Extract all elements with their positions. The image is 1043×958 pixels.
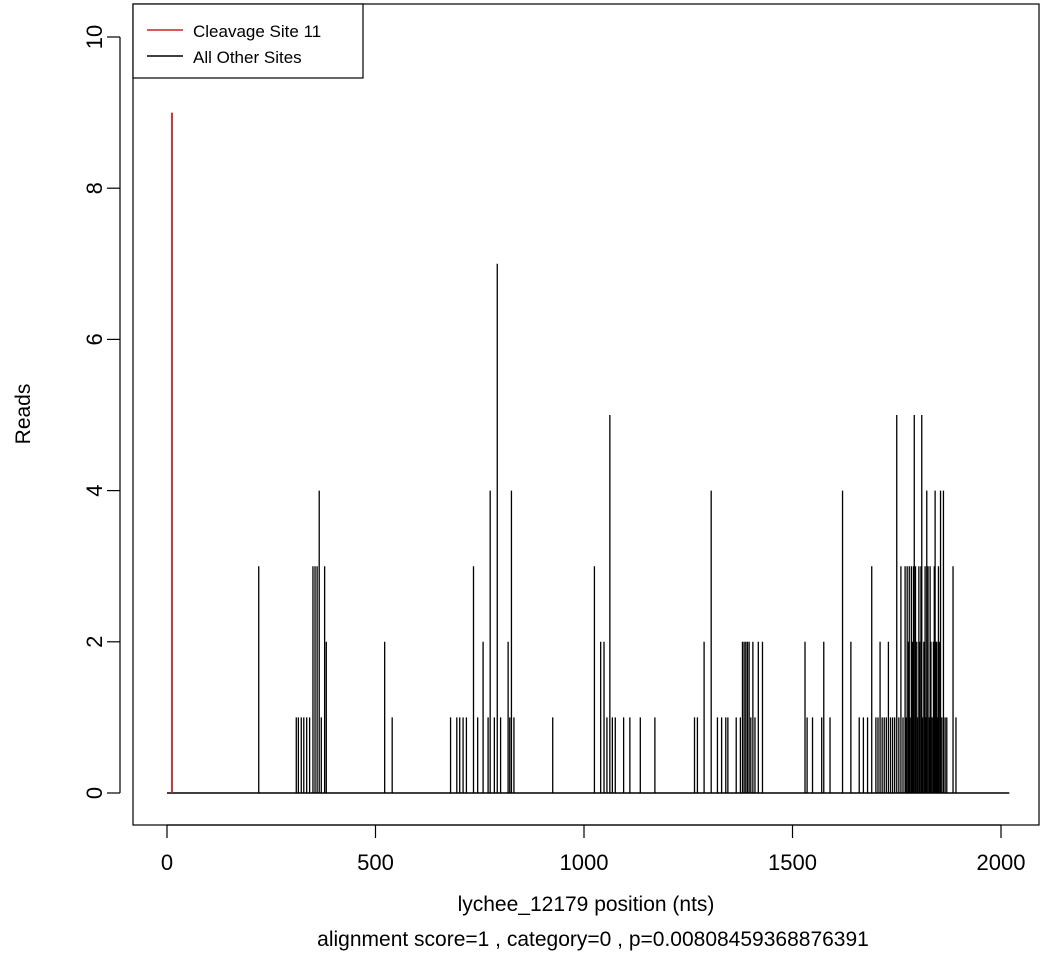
x-tick-label-3: 1500 (768, 850, 817, 875)
legend-box (132, 3, 364, 79)
y-tick-label-3: 6 (82, 333, 107, 345)
x-tick-label-1: 500 (357, 850, 394, 875)
x-tick-label-2: 1000 (560, 850, 609, 875)
y-tick-label-4: 8 (82, 182, 107, 194)
x-axis: 0 500 1000 1500 2000 (161, 824, 1026, 875)
chart-subtitle: alignment score=1 , category=0 , p=0.008… (317, 928, 869, 951)
x-tick-label-0: 0 (161, 850, 173, 875)
legend-label-other-sites: All Other Sites (193, 48, 302, 67)
y-tick-label-5: 10 (82, 25, 107, 49)
x-axis-title: lychee_12179 position (nts) (458, 893, 715, 916)
plot-frame (132, 3, 1040, 826)
x-tick-label-4: 2000 (977, 850, 1026, 875)
y-tick-label-0: 0 (82, 787, 107, 799)
y-axis: 0 2 4 6 8 10 (82, 25, 121, 799)
y-axis-title: Reads (12, 384, 35, 445)
legend: Cleavage Site 11 All Other Sites (132, 3, 364, 79)
y-tick-label-2: 4 (82, 484, 107, 496)
y-tick-label-1: 2 (82, 636, 107, 648)
bar-series (171, 112, 957, 793)
legend-label-cleavage-site: Cleavage Site 11 (193, 22, 321, 41)
